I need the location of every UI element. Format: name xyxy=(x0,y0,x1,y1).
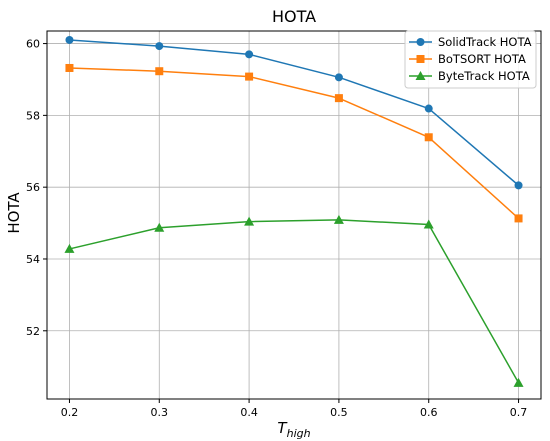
x-tick-label: 0.2 xyxy=(61,406,79,419)
data-point-solidtrack-hota xyxy=(155,42,164,51)
series-bytetrack-hota xyxy=(64,214,524,387)
legend-marker xyxy=(416,38,425,46)
data-point-bytetrack-hota xyxy=(244,216,255,226)
data-point-bytetrack-hota xyxy=(154,222,165,232)
y-tick-label: 58 xyxy=(26,109,40,122)
legend-label: ByteTrack HOTA xyxy=(438,69,530,83)
y-tick-label: 52 xyxy=(26,325,40,338)
x-axis-label-subscript: high xyxy=(287,427,311,440)
y-tick-label: 56 xyxy=(26,181,40,194)
data-point-botsort-hota xyxy=(65,63,74,72)
tick-layer: 0.2 0.3 0.4 0.5 0.6 0.7 52 54 56 58 60 xyxy=(26,38,527,419)
x-tick-label: 0.4 xyxy=(240,406,258,419)
x-tick-label: 0.7 xyxy=(510,406,528,419)
legend-label: BoTSORT HOTA xyxy=(438,52,526,66)
legend-marker xyxy=(415,71,426,80)
data-point-botsort-hota xyxy=(514,214,523,223)
legend-items: SolidTrack HOTA BoTSORT HOTA ByteTrack HOT… xyxy=(409,35,532,83)
y-axis-label: HOTA xyxy=(5,192,23,234)
x-tick-label: 0.5 xyxy=(330,406,348,419)
series-solidtrack-hota xyxy=(65,35,523,190)
data-point-botsort-hota xyxy=(334,94,343,103)
legend-box xyxy=(404,30,537,89)
x-axis-label-main: T xyxy=(277,419,288,437)
chart-title: HOTA xyxy=(272,7,316,26)
series-layer xyxy=(64,35,524,387)
data-point-solidtrack-hota xyxy=(424,104,433,113)
x-axis-label: Thigh xyxy=(277,419,310,440)
data-point-bytetrack-hota xyxy=(64,243,75,253)
data-point-bytetrack-hota xyxy=(423,219,434,229)
data-point-solidtrack-hota xyxy=(334,73,343,82)
legend-entry-bytetrack-hota: ByteTrack HOTA xyxy=(409,69,530,83)
legend: SolidTrack HOTA BoTSORT HOTA ByteTrack HOT… xyxy=(404,30,537,89)
data-point-solidtrack-hota xyxy=(245,50,254,59)
legend-label: SolidTrack HOTA xyxy=(438,35,532,49)
y-tick-label: 60 xyxy=(26,38,40,51)
series-line-botsort-hota xyxy=(69,67,520,219)
data-point-botsort-hota xyxy=(245,72,254,81)
y-tick-label: 54 xyxy=(26,253,40,266)
data-point-bytetrack-hota xyxy=(513,377,524,387)
x-tick-label: 0.3 xyxy=(151,406,169,419)
data-point-solidtrack-hota xyxy=(65,35,74,44)
series-botsort-hota xyxy=(65,63,523,223)
data-point-bytetrack-hota xyxy=(333,214,344,224)
plot-frame xyxy=(46,30,542,400)
legend-entry-solidtrack-hota: SolidTrack HOTA xyxy=(409,35,532,49)
series-line-bytetrack-hota xyxy=(69,219,520,384)
legend-entry-botsort-hota: BoTSORT HOTA xyxy=(409,52,526,66)
x-tick-label: 0.6 xyxy=(420,406,438,419)
data-point-botsort-hota xyxy=(155,67,164,76)
data-point-solidtrack-hota xyxy=(514,181,523,190)
legend-marker xyxy=(416,55,425,63)
data-point-botsort-hota xyxy=(424,133,433,142)
series-line-solidtrack-hota xyxy=(69,39,520,186)
